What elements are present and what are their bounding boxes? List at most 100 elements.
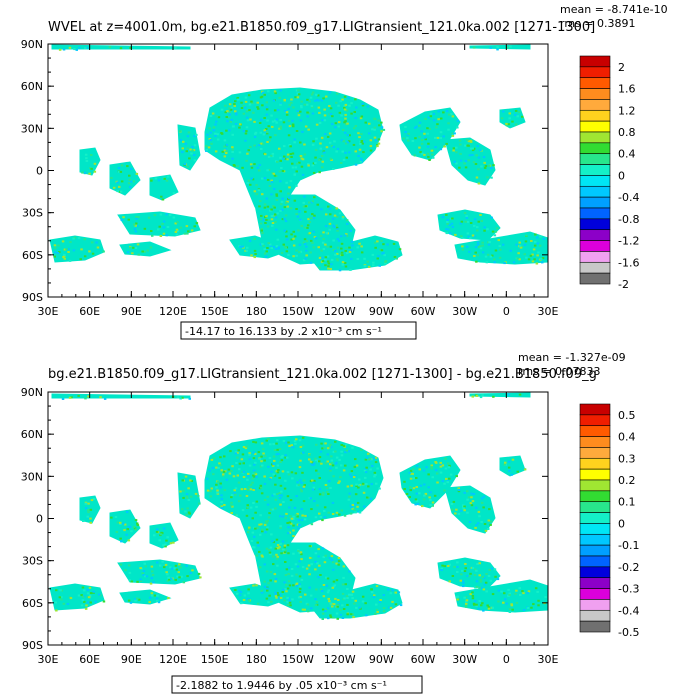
colorbar-label: 0.2: [618, 474, 636, 487]
colorbar-swatch: [579, 620, 611, 633]
colorbar-swatch: [579, 533, 611, 546]
ocean-speckle-texture: [54, 393, 547, 620]
x-tick-label: 30E: [538, 305, 559, 318]
x-tick-label: 150E: [201, 653, 229, 666]
colorbar-label: -0.3: [618, 583, 639, 596]
colorbar-label: 0.4: [618, 431, 636, 444]
ocean-speckle-texture: [53, 45, 548, 272]
colorbar-swatch: [579, 544, 611, 557]
colorbar-swatch: [579, 240, 611, 252]
colorbar-swatch: [579, 66, 611, 79]
colorbar-label: 0.1: [618, 496, 636, 509]
y-tick-label: 90N: [21, 38, 43, 51]
x-tick-label: 120E: [159, 653, 187, 666]
colorbar-label: -1.6: [618, 256, 639, 269]
colorbar-swatch: [579, 77, 611, 89]
panel-1-map: [48, 44, 548, 297]
panel-2-mean: mean = -1.327e-09: [518, 351, 626, 364]
colorbar-swatch: [579, 599, 611, 611]
colorbar-label: 0.8: [618, 126, 636, 139]
colorbar-swatch: [579, 229, 611, 241]
x-tick-label: 0: [503, 305, 510, 318]
colorbar-swatch: [579, 196, 611, 209]
panel-1-range-text: -14.17 to 16.133 by .2 x10⁻³ cm s⁻¹: [185, 325, 382, 338]
colorbar-swatch: [579, 490, 611, 503]
colorbar-label: -0.4: [618, 604, 639, 617]
colorbar-swatch: [579, 164, 611, 176]
x-tick-label: 30W: [452, 305, 477, 318]
x-tick-label: 90E: [121, 305, 142, 318]
x-tick-label: 150W: [282, 653, 314, 666]
x-tick-label: 30E: [538, 653, 559, 666]
y-tick-label: 30S: [22, 555, 43, 568]
colorbar-label: 0.5: [618, 409, 636, 422]
colorbar-swatch: [579, 272, 611, 285]
colorbar-label: -0.1: [618, 539, 639, 552]
colorbar-swatch: [579, 109, 611, 122]
colorbar-label: 0.3: [618, 452, 636, 465]
colorbar-swatch: [579, 153, 611, 165]
colorbar-label: -0.2: [618, 561, 639, 574]
panel-2-colorbar: 0.5 0.4 0.3 0.2 0.1 0 -0.1 -0.2 -0.3 -0.4 -0.5: [579, 403, 639, 639]
colorbar-swatch: [579, 403, 611, 416]
colorbar-swatch: [579, 131, 611, 144]
y-tick-label: 60S: [22, 249, 43, 262]
panel-1: WVEL at z=4001.0m, bg.e21.B1850.f09_g17.…: [21, 3, 668, 340]
x-tick-label: 120W: [324, 305, 356, 318]
panel-1-title: WVEL at z=4001.0m, bg.e21.B1850.f09_g17.…: [48, 20, 595, 35]
colorbar-swatch: [579, 447, 611, 459]
x-tick-label: 60W: [411, 653, 436, 666]
colorbar-label: 2: [618, 61, 625, 74]
colorbar-swatch: [579, 609, 611, 622]
x-tick-label: 120E: [159, 305, 187, 318]
colorbar-swatch: [579, 185, 611, 198]
y-tick-label: 0: [36, 165, 43, 178]
y-tick-label: 60N: [21, 428, 43, 441]
colorbar-label: 1.2: [618, 104, 636, 117]
x-tick-label: 60E: [79, 305, 100, 318]
panel-2-range-box: [171, 675, 423, 694]
colorbar-label: -0.5: [618, 626, 639, 639]
colorbar-label: -2: [618, 278, 629, 291]
colorbar-swatch: [579, 577, 611, 589]
colorbar-label: 0.4: [618, 148, 636, 161]
colorbar-swatch: [579, 120, 611, 133]
x-tick-label: 150E: [201, 305, 229, 318]
colorbar-swatch: [579, 566, 611, 579]
colorbar-swatch: [579, 523, 611, 535]
panel-2: bg.e21.B1850.f09_g17.LIGtransient_121.0k…: [21, 351, 639, 694]
panel-2-axes: 30E 60E 90E 120E 150E 180 150W 120W 90W 60W 30W 0 30…: [21, 386, 559, 666]
x-tick-label: 180: [246, 653, 267, 666]
panel-2-rms: rms = 0.07833: [518, 365, 600, 378]
y-tick-label: 60S: [22, 597, 43, 610]
panel-1-axes: 30E 60E 90E 120E 150E 180 150W 120W 90W 60W 30W 0 30…: [21, 38, 559, 318]
x-tick-label: 150W: [282, 305, 314, 318]
panel-1-range-box: [180, 321, 417, 340]
panel-1-colorbar: 2 1.6 1.2 0.8 0.4 0 -0.4 -0.8 -1.2 -1.6 -2: [579, 55, 639, 291]
x-tick-label: 120W: [324, 653, 356, 666]
colorbar-swatch: [579, 457, 611, 470]
colorbar-swatch: [579, 261, 611, 274]
colorbar-swatch: [579, 588, 611, 600]
colorbar-swatch: [579, 425, 611, 437]
y-tick-label: 90S: [22, 639, 43, 652]
colorbar-swatch: [579, 468, 611, 481]
panel-2-range-text: -2.1882 to 1.9446 by .05 x10⁻³ cm s⁻¹: [176, 679, 387, 692]
x-tick-label: 30W: [452, 653, 477, 666]
y-tick-label: 90N: [21, 386, 43, 399]
colorbar-label: 1.6: [618, 83, 636, 96]
colorbar-swatch: [579, 251, 611, 263]
panel-1-rms: rms = 0.3891: [560, 17, 635, 30]
y-tick-label: 30N: [21, 470, 43, 483]
x-tick-label: 60E: [79, 653, 100, 666]
y-tick-label: 60N: [21, 80, 43, 93]
colorbar-swatch: [579, 99, 611, 111]
colorbar-swatch: [579, 55, 611, 68]
x-tick-label: 90W: [369, 653, 394, 666]
panel-2-ocean-field: [49, 392, 548, 620]
colorbar-label: 0: [618, 517, 625, 530]
colorbar-swatch: [579, 555, 611, 568]
colorbar-swatch: [579, 414, 611, 427]
x-tick-label: 180: [246, 305, 267, 318]
